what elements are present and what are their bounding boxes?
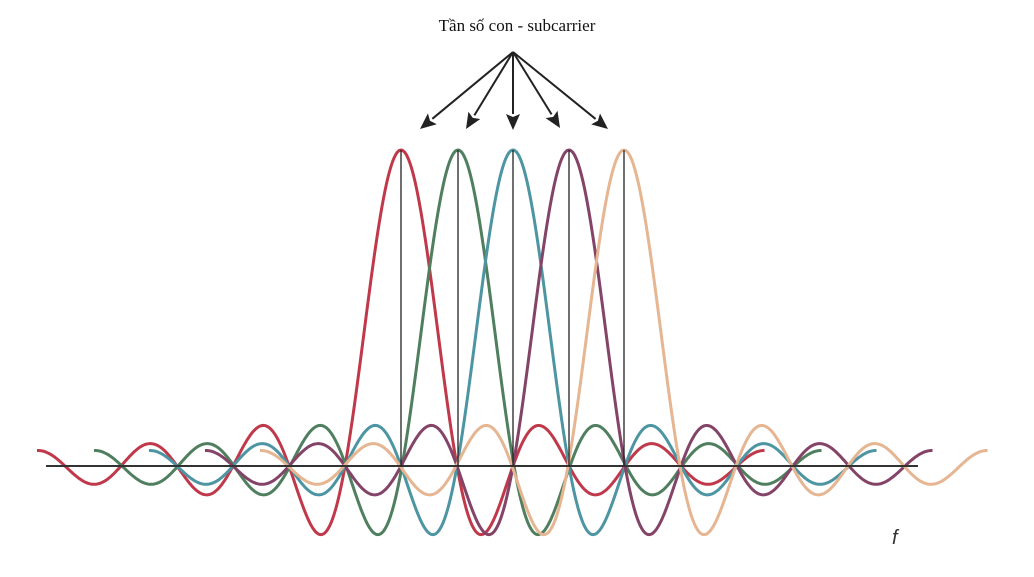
arrow-head-5	[591, 113, 608, 129]
arrow-head-2	[466, 111, 481, 129]
peak-lines	[400, 150, 625, 466]
arrow-shaft-5	[512, 51, 597, 120]
sinc-curves	[37, 148, 988, 537]
diagram-title: Tần số con - subcarrier	[438, 16, 596, 35]
arrow-shaft-1	[431, 51, 514, 120]
frequency-axis-label: f	[892, 527, 898, 549]
arrow-head-3	[506, 114, 520, 130]
pointer-arrows	[420, 51, 608, 130]
arrow-shaft-4	[512, 51, 553, 115]
arrow-head-4	[545, 110, 560, 128]
arrow-shaft-2	[473, 51, 514, 116]
arrow-head-1	[420, 113, 437, 129]
